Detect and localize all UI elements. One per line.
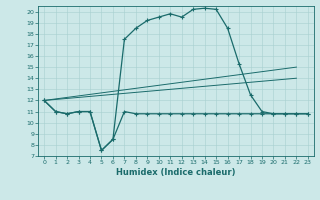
X-axis label: Humidex (Indice chaleur): Humidex (Indice chaleur) bbox=[116, 168, 236, 177]
